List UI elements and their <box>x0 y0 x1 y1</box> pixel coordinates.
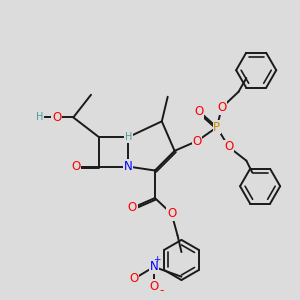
Text: O: O <box>72 160 81 173</box>
Text: N: N <box>124 160 133 173</box>
Text: O: O <box>149 280 159 293</box>
Text: +: + <box>153 255 160 264</box>
Text: H: H <box>125 132 132 142</box>
Text: N: N <box>150 260 158 273</box>
Text: O: O <box>130 272 139 285</box>
Text: P: P <box>213 121 220 134</box>
Text: O: O <box>52 111 61 124</box>
Text: O: O <box>167 207 176 220</box>
Text: O: O <box>224 140 233 153</box>
Text: -: - <box>159 284 164 297</box>
Text: O: O <box>194 105 204 118</box>
Text: H: H <box>36 112 44 122</box>
Text: O: O <box>193 134 202 148</box>
Text: O: O <box>128 201 137 214</box>
Text: O: O <box>217 101 226 114</box>
